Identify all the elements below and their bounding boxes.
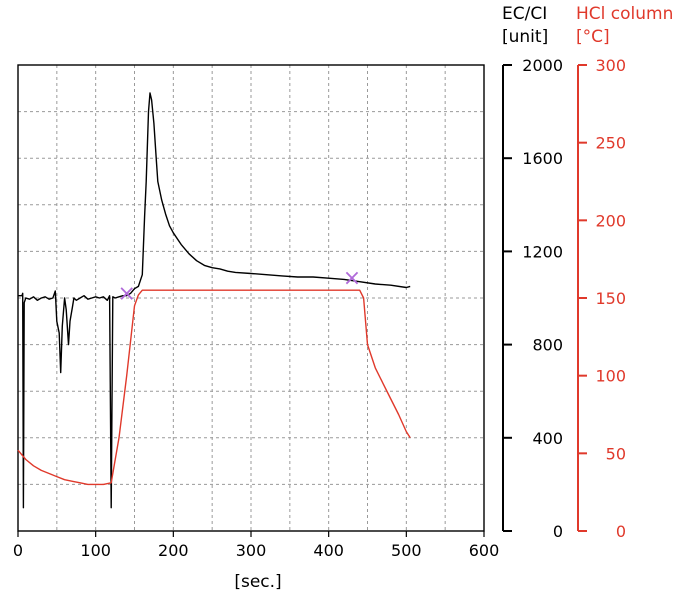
series-layer	[17, 92, 411, 509]
series-line-hcl-column	[17, 289, 411, 486]
series-line-ec-ci	[18, 92, 411, 509]
y-right-tick-label: 150	[595, 289, 626, 308]
y-left-tick-label: 400	[532, 429, 563, 448]
y-right-tick-label: 0	[616, 522, 626, 541]
y-right-tick-label: 100	[595, 367, 626, 386]
cross-marker: ×	[343, 266, 361, 291]
y-right-label-line2: [°C]	[576, 27, 610, 47]
y-right-axis: 0 50 100 150 200 250 300	[577, 56, 626, 541]
x-tick-label: 600	[469, 541, 500, 560]
y-left-axis: 0 400 800 1200 1600 2000	[502, 56, 563, 541]
x-tick-label: 300	[236, 541, 267, 560]
x-tick-label: 100	[80, 541, 111, 560]
x-tick-label: 500	[391, 541, 422, 560]
y-right-tick-label: 250	[595, 134, 626, 153]
y-left-tick-label: 800	[532, 336, 563, 355]
x-tick-label: 400	[313, 541, 344, 560]
y-left-tick-label: 1600	[522, 149, 563, 168]
x-tick-label: 0	[13, 541, 23, 560]
y-right-tick-label: 50	[606, 444, 626, 463]
cross-marker: ×	[118, 281, 136, 306]
y-left-label-line1: EC/CI	[502, 4, 547, 24]
y-left-tick-label: 0	[553, 522, 563, 541]
y-right-label-line1: HCl column	[576, 4, 673, 24]
x-tick-label: 200	[158, 541, 189, 560]
y-left-label-line2: [unit]	[502, 27, 548, 47]
y-left-tick-label: 2000	[522, 56, 563, 75]
y-left-tick-label: 1200	[522, 242, 563, 261]
y-right-tick-label: 300	[595, 56, 626, 75]
x-axis-label: [sec.]	[234, 572, 281, 592]
marker-layer: ××	[118, 266, 362, 306]
y-right-tick-label: 200	[595, 211, 626, 230]
x-axis: 0 100 200 300 400 500 600	[13, 531, 499, 560]
grid	[18, 65, 484, 531]
